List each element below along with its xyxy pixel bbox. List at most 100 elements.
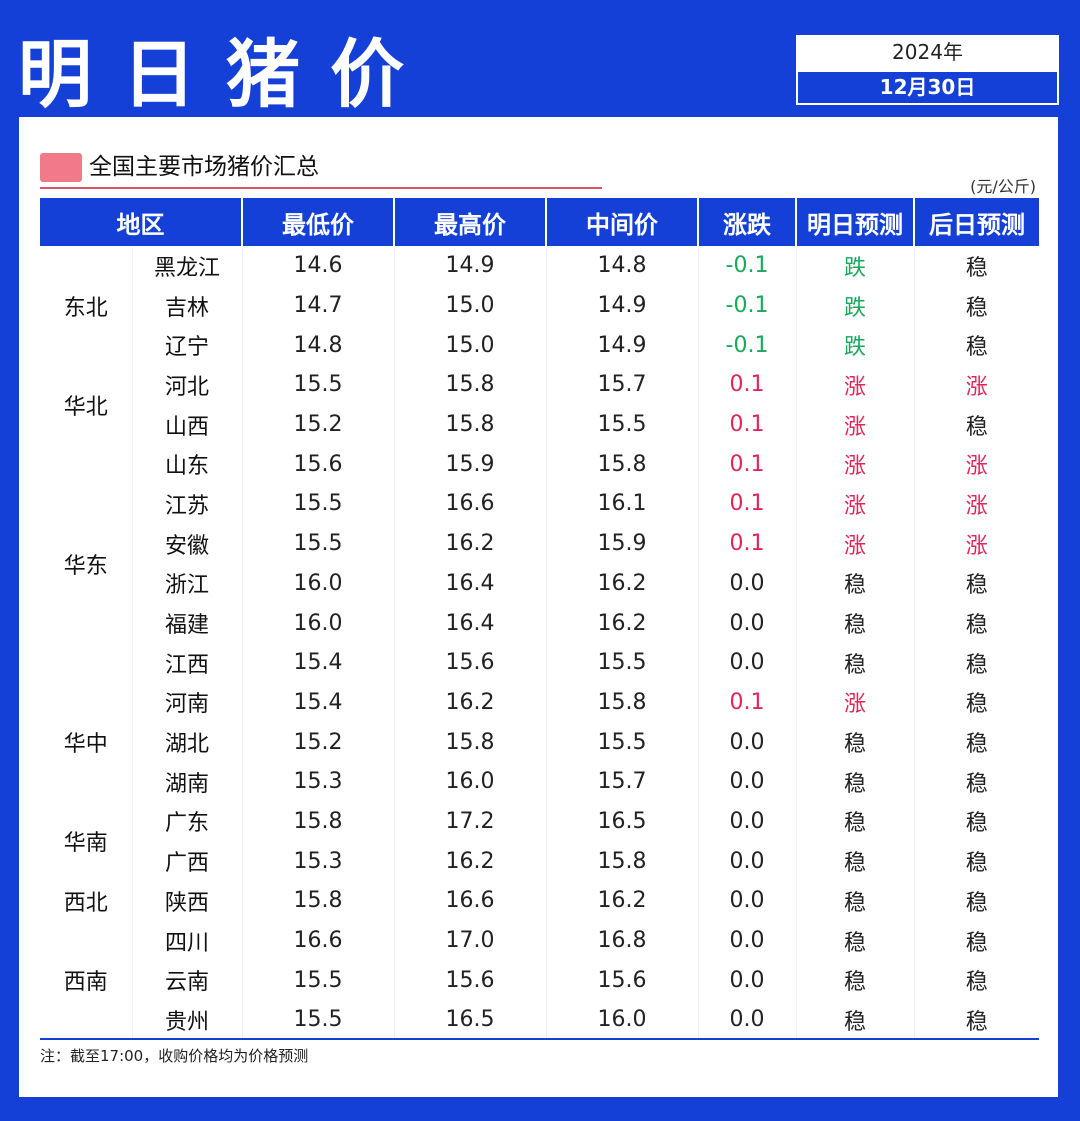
table-row: 江苏 15.5 16.6 16.1 0.1 涨涨 [40,484,1039,524]
min-price-cell: 15.5 [242,1000,395,1040]
min-price-cell: 15.2 [242,404,395,445]
after-forecast-cell: 稳 [965,1009,988,1035]
max-price-cell: 16.2 [394,523,547,564]
mid-price-cell: 15.8 [546,682,699,723]
change-cell: -0.1 [698,285,797,326]
max-price-cell: 15.8 [394,404,547,445]
mid-price-cell: 14.9 [546,285,699,326]
tomorrow-forecast-cell: 稳 [796,563,915,604]
date-day: 12月30日 [796,70,1059,105]
col-header-change: 涨跌 [698,198,797,246]
max-price-cell: 15.9 [394,444,547,485]
table-row: 广西 15.3 16.2 15.8 0.0 稳稳 [40,841,1039,881]
province-cell: 辽宁 [132,325,243,366]
after-forecast-cell: 稳 [965,295,988,321]
content-card: 全国主要市场猪价汇总 (元/公斤) 地区 最低价 最高价 中间价 涨跌 明日预测… [19,117,1058,1097]
table-row: 安徽 15.5 16.2 15.9 0.1 涨涨 [40,523,1039,564]
change-cell: 0.0 [698,722,797,762]
change-cell: 0.1 [698,365,797,405]
region-group-cell: 华东 [40,444,133,683]
max-price-cell: 16.0 [394,761,547,802]
table-body: 东北 黑龙江 14.6 14.9 14.8 -0.1 跌稳吉林 14.7 15.0 14.9 -0.… [40,246,1039,1040]
change-cell: 0.1 [698,682,797,723]
table-row: 华北 河北 15.5 15.8 15.7 0.1 涨涨 [40,365,1039,445]
province-cell: 湖北 [132,722,243,762]
table-row: 华南 广东 15.8 17.2 16.5 0.0 稳稳 [40,801,1039,881]
table-bottom-line [40,1038,1039,1040]
mid-price-cell: 15.6 [546,960,699,1001]
tomorrow-forecast-cell: 稳 [796,841,915,881]
region-group-cell: 华北 [40,365,133,445]
mid-price-cell: 14.8 [546,246,699,286]
after-forecast-cell: 稳 [965,573,988,599]
change-cell: 0.0 [698,841,797,881]
min-price-cell: 15.5 [242,523,395,564]
change-cell: 0.0 [698,563,797,604]
min-price-cell: 15.3 [242,761,395,802]
section-title: 全国主要市场猪价汇总 [89,154,319,180]
tomorrow-forecast-cell: 稳 [796,960,915,1001]
max-price-cell: 16.4 [394,563,547,604]
mid-price-cell: 16.2 [546,563,699,604]
tomorrow-forecast-cell: 稳 [796,881,915,921]
tomorrow-forecast-cell: 稳 [796,603,915,643]
mid-price-cell: 15.9 [546,523,699,564]
change-cell: 0.0 [698,801,797,842]
mid-price-cell: 15.5 [546,642,699,683]
after-forecast-cell: 稳 [965,652,988,678]
region-group-cell: 西南 [40,920,133,1040]
change-cell: 0.0 [698,960,797,1001]
region-group-cell: 东北 [40,246,133,366]
region-group-cell: 西北 [40,881,133,921]
after-forecast-cell: 稳 [965,732,988,758]
mid-price-cell: 15.8 [546,444,699,485]
tomorrow-forecast-cell: 稳 [796,761,915,802]
mid-price-cell: 14.9 [546,325,699,366]
tomorrow-forecast-cell: 稳 [796,722,915,762]
change-cell: 0.1 [698,523,797,564]
min-price-cell: 16.6 [242,920,395,961]
table-row: 湖北 15.2 15.8 15.5 0.0 稳稳 [40,722,1039,762]
table-row: 贵州 15.5 16.5 16.0 0.0 稳稳 [40,1000,1039,1040]
province-cell: 吉林 [132,285,243,326]
max-price-cell: 15.8 [394,722,547,762]
max-price-cell: 16.5 [394,1000,547,1040]
min-price-cell: 14.7 [242,285,395,326]
mid-price-cell: 16.8 [546,920,699,961]
change-cell: 0.1 [698,484,797,524]
province-cell: 陕西 [132,881,243,921]
tomorrow-forecast-cell: 跌 [796,285,915,326]
mid-price-cell: 16.2 [546,603,699,643]
table-row: 东北 黑龙江 14.6 14.9 14.8 -0.1 跌稳 [40,246,1039,366]
table-row: 西南 四川 16.6 17.0 16.8 0.0 稳稳 [40,920,1039,1040]
tomorrow-forecast-cell: 稳 [796,801,915,842]
min-price-cell: 16.0 [242,563,395,604]
max-price-cell: 15.0 [394,285,547,326]
section-underline [40,187,602,189]
section-marker [40,153,82,182]
province-cell: 福建 [132,603,243,643]
max-price-cell: 14.9 [394,246,547,286]
tomorrow-forecast-cell: 跌 [796,325,915,366]
table-row: 辽宁 14.8 15.0 14.9 -0.1 跌 稳 [40,325,1039,366]
date-box: 2024年 12月30日 [796,35,1059,105]
after-forecast-cell: 稳 [965,851,988,877]
tomorrow-forecast-cell: 稳 [796,642,915,683]
tomorrow-forecast-cell: 涨 [796,484,915,524]
min-price-cell: 15.2 [242,722,395,762]
tomorrow-forecast-cell: 涨 [796,404,915,445]
min-price-cell: 15.5 [242,365,395,405]
max-price-cell: 16.2 [394,682,547,723]
change-cell: 0.0 [698,881,797,921]
tomorrow-forecast-cell: 稳 [796,1000,915,1040]
change-cell: 0.1 [698,444,797,485]
tomorrow-forecast-cell: 涨 [796,444,915,485]
after-forecast-cell: 稳 [965,771,988,797]
table-row: 吉林 14.7 15.0 14.9 -0.1 跌 稳 [40,285,1039,326]
change-cell: 0.0 [698,761,797,802]
table-row: 华东 山东 15.6 15.9 15.8 0.1 涨涨 [40,444,1039,683]
change-cell: -0.1 [698,325,797,366]
table-row: 华中 河南 15.4 16.2 15.8 0.1 涨稳 [40,682,1039,802]
mid-price-cell: 15.7 [546,761,699,802]
col-header-after: 后日预测 [914,198,1039,246]
